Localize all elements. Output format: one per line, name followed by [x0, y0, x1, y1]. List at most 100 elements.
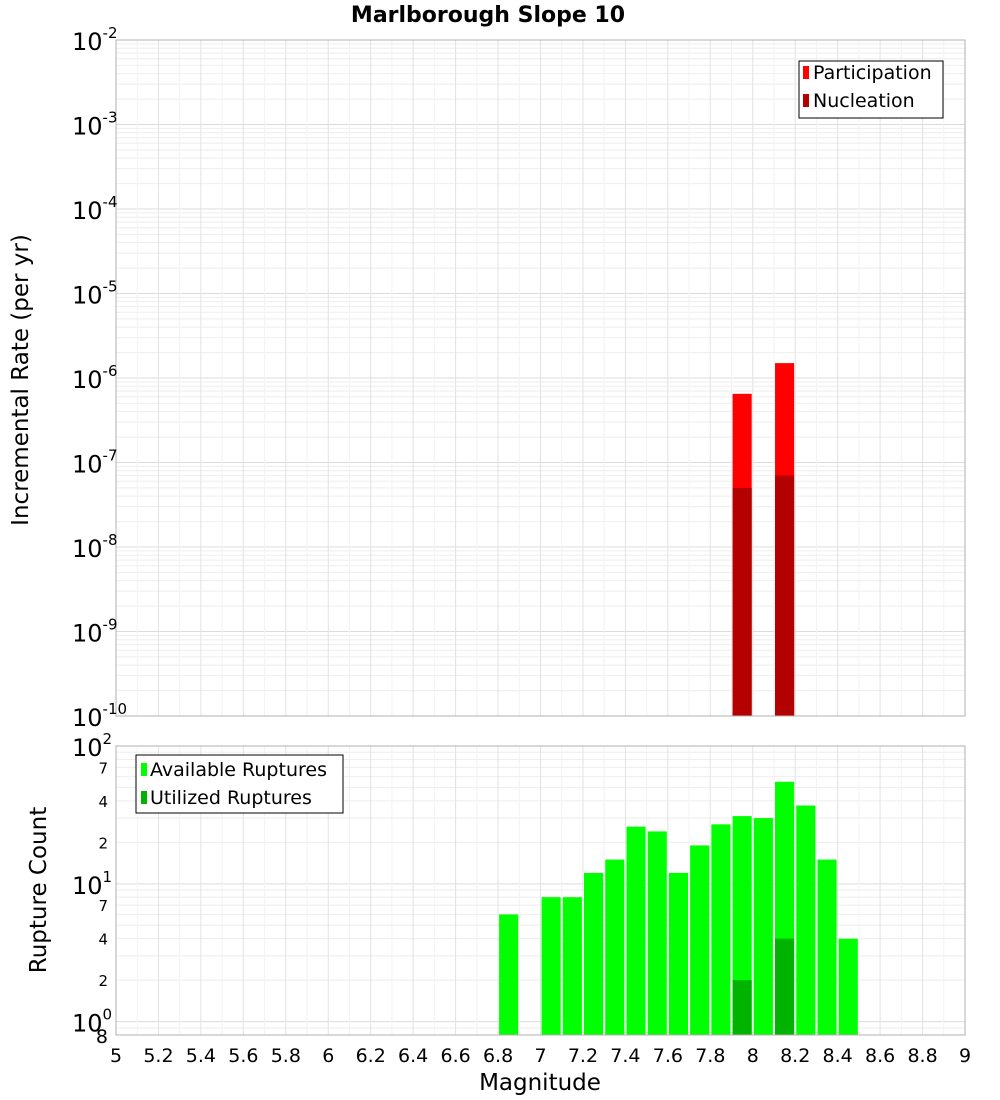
y-tick-base: 10 — [72, 282, 103, 310]
x-tick-label: 6.2 — [356, 1045, 386, 1067]
x-tick-label: 6.4 — [398, 1045, 428, 1067]
x-tick-label: 5.8 — [271, 1045, 301, 1067]
top-legend-box — [798, 60, 944, 119]
bar-available-ruptures — [817, 859, 837, 1035]
bottom-legend-box — [135, 754, 344, 814]
bottom-plot-frame — [115, 745, 966, 1036]
x-ticks: 5 5.2 5.4 5.6 5.8 6 6.2 6.4 6.6 6.8 7 7.2 7.4 7.6 7.8 8… — [110, 1045, 971, 1067]
legend-swatch-nucleation — [803, 94, 809, 107]
y-tick-exponent: -4 — [103, 193, 118, 211]
y-tick-base: 10 — [72, 734, 103, 762]
y-tick-exponent: -3 — [103, 109, 118, 127]
y-tick-base: 10 — [72, 113, 103, 141]
bar-utilized-ruptures — [775, 938, 795, 1035]
y-tick-exponent: 1 — [103, 868, 113, 886]
top-y-tick-label: 10-5 — [72, 278, 118, 310]
bar-available-ruptures — [584, 872, 604, 1035]
top-y-tick-label: 10-6 — [72, 362, 118, 394]
y-tick-exponent: -10 — [103, 700, 128, 718]
bar-available-ruptures — [796, 805, 816, 1035]
x-tick-label: 5.4 — [186, 1045, 216, 1067]
y-tick-base: 10 — [72, 28, 103, 56]
top-y-tick-label: 10-9 — [72, 616, 118, 648]
legend-swatch-available-ruptures — [141, 763, 147, 776]
bar-available-ruptures — [541, 897, 561, 1035]
y-tick-base: 10 — [72, 620, 103, 648]
bottom-y-minor-tick-label: 4 — [98, 793, 108, 811]
y-tick-exponent: -2 — [103, 24, 118, 42]
x-tick-label: 8.8 — [907, 1045, 937, 1067]
top-y-axis-label: Incremental Rate (per yr) — [8, 234, 34, 526]
top-grid — [115, 40, 966, 717]
bar-available-ruptures — [605, 859, 625, 1035]
legend-label-utilized-ruptures: Utilized Ruptures — [150, 787, 312, 809]
bar-available-ruptures — [753, 818, 773, 1035]
top-y-tick-label: 10-3 — [72, 109, 118, 141]
x-tick-label: 7.2 — [568, 1045, 598, 1067]
y-tick-exponent: -9 — [103, 616, 118, 634]
x-tick-label: 6.6 — [440, 1045, 470, 1067]
y-tick-exponent: -6 — [103, 362, 118, 380]
top-legend: Participation Nucleation — [798, 60, 944, 119]
x-axis-label: Magnitude — [479, 1070, 601, 1096]
bar-available-ruptures — [690, 845, 710, 1035]
bottom-y-minor-tick-label: 7 — [98, 759, 108, 777]
x-tick-label: 5.6 — [228, 1045, 258, 1067]
bottom-legend: Available Ruptures Utilized Ruptures — [135, 754, 344, 814]
bottom-y-minor-tick-label: 7 — [98, 897, 108, 915]
x-tick-label: 7.4 — [610, 1045, 640, 1067]
bar-available-ruptures — [499, 914, 519, 1035]
top-bars — [732, 363, 795, 716]
bottom-y-minor-tick-label: 2 — [98, 834, 108, 852]
legend-swatch-participation — [803, 66, 809, 79]
bar-nucleation — [775, 475, 795, 716]
x-tick-label: 8.2 — [780, 1045, 810, 1067]
bottom-y-minor-tick-label: 8 — [96, 1026, 108, 1048]
top-y-ticks: 10-210-310-410-510-610-710-810-910-10 — [72, 24, 127, 732]
legend-swatch-utilized-ruptures — [141, 791, 147, 804]
x-tick-label: 8.6 — [865, 1045, 895, 1067]
y-tick-exponent: -5 — [103, 278, 118, 296]
top-y-tick-label: 10-4 — [72, 193, 118, 225]
bottom-bars — [499, 781, 858, 1035]
bottom-y-tick-label: 100 — [72, 1006, 112, 1038]
bottom-y-minor-tick-label: 2 — [98, 972, 108, 990]
y-tick-base: 10 — [72, 197, 103, 225]
y-tick-base: 10 — [72, 872, 103, 900]
bar-nucleation — [732, 487, 752, 716]
x-tick-label: 8.4 — [823, 1045, 853, 1067]
top-y-tick-label: 10-7 — [72, 447, 118, 479]
bar-available-ruptures — [626, 826, 646, 1035]
chart-title: Marlborough Slope 10 — [351, 3, 625, 28]
bar-available-ruptures — [647, 831, 667, 1035]
y-tick-exponent: 2 — [103, 730, 113, 748]
top-y-tick-label: 10-10 — [72, 700, 127, 732]
y-tick-exponent: -7 — [103, 447, 118, 465]
bar-available-ruptures — [562, 897, 582, 1035]
y-tick-base: 10 — [72, 1010, 103, 1038]
x-tick-label: 7 — [534, 1045, 546, 1067]
bar-utilized-ruptures — [732, 980, 752, 1035]
x-tick-label: 7.8 — [695, 1045, 725, 1067]
y-tick-base: 10 — [72, 704, 103, 732]
x-tick-label: 5 — [110, 1045, 122, 1067]
x-tick-label: 9 — [959, 1045, 971, 1067]
bar-available-ruptures — [838, 938, 858, 1035]
x-tick-label: 5.2 — [143, 1045, 173, 1067]
legend-label-nucleation: Nucleation — [813, 90, 915, 112]
top-y-tick-label: 10-2 — [72, 24, 118, 56]
bottom-y-minor-tick-label: 4 — [98, 931, 108, 949]
bottom-y-axis-label: Rupture Count — [26, 807, 52, 973]
top-y-tick-label: 10-8 — [72, 531, 118, 563]
bar-available-ruptures — [668, 872, 689, 1035]
top-plot-frame — [115, 39, 966, 717]
y-tick-exponent: 0 — [103, 1006, 113, 1024]
top-plot: 10-210-310-410-510-610-710-810-910-10 In… — [8, 24, 966, 732]
bar-available-ruptures — [711, 824, 731, 1035]
legend-label-participation: Participation — [813, 62, 932, 84]
x-tick-label: 6.8 — [483, 1045, 513, 1067]
bottom-y-tick-label: 101 — [72, 868, 112, 900]
